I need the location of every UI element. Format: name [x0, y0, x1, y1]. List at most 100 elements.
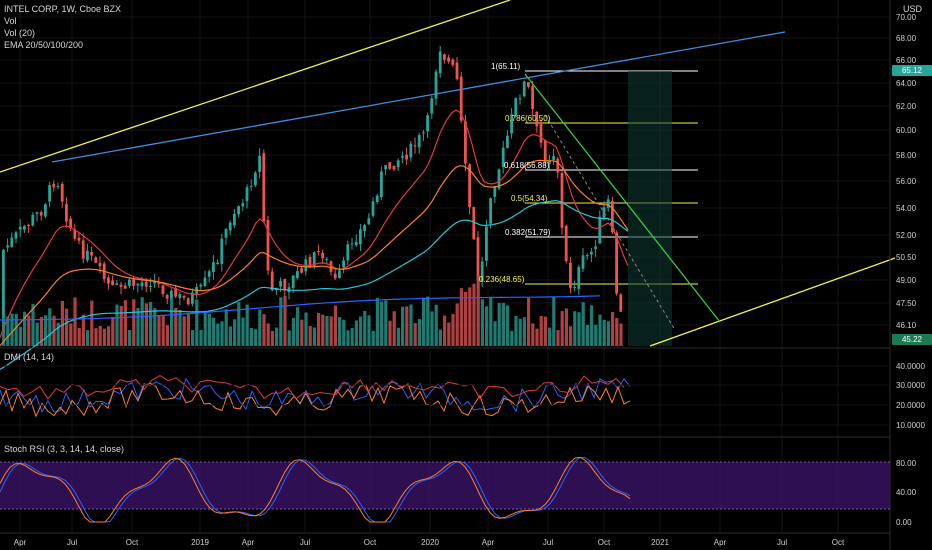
volume-bar: [258, 309, 262, 346]
candle-body: [552, 156, 555, 160]
candle-body: [237, 206, 240, 215]
candle-body: [422, 132, 425, 134]
candle-body: [564, 225, 568, 262]
volume-bar: [401, 306, 405, 346]
volume-bar: [392, 311, 396, 346]
candle-body: [140, 282, 144, 287]
candle-body: [270, 271, 274, 291]
fib-level-label: 0.786(60.50): [505, 114, 551, 123]
candle-body: [291, 275, 295, 288]
ema20-line: [0, 109, 629, 338]
green-trendline: [524, 73, 721, 323]
volume-bar: [497, 303, 501, 346]
fibonacci-retracement[interactable]: [525, 70, 698, 285]
candle-body: [510, 114, 513, 134]
candle-body: [10, 237, 14, 248]
vol-label[interactable]: Vol: [4, 16, 17, 26]
candle-body: [476, 237, 480, 281]
candle-body: [182, 296, 186, 298]
volume-bar: [564, 308, 568, 346]
pane-separators: [0, 0, 891, 550]
ema100-line: [0, 199, 629, 371]
volume-bar: [212, 317, 216, 346]
volume-bar: [287, 330, 291, 346]
time-tick-label: Jul: [67, 538, 77, 547]
volume-bar: [569, 326, 573, 346]
price-tick-label: 49.00: [896, 276, 917, 285]
volume-bar: [585, 324, 589, 346]
volume-bar: [548, 327, 552, 346]
volume-bar: [170, 297, 174, 346]
candle-body: [342, 260, 345, 268]
vol20-label[interactable]: Vol (20): [4, 28, 36, 38]
volume-bar: [123, 300, 127, 346]
dmi-tick-label: 30.0000: [896, 381, 925, 390]
candle-body: [560, 172, 564, 228]
candle-body: [548, 161, 551, 164]
volume-bar: [6, 316, 10, 346]
volume-bar: [543, 316, 547, 346]
candle-body: [245, 187, 249, 202]
volume-bar: [136, 307, 140, 346]
position-zone[interactable]: [628, 71, 672, 346]
candle-body: [35, 212, 39, 214]
time-tick-label: 2021: [651, 538, 669, 547]
dmi-label[interactable]: DMI (14, 14): [4, 352, 55, 362]
volume-bar: [380, 301, 384, 346]
price-tick-label: 47.50: [896, 299, 917, 308]
trend-lines[interactable]: [0, 0, 896, 347]
price-axis[interactable]: 70.00 68.00 66.00 64.00 62.00 60.00 58.00 56.00…: [896, 13, 917, 330]
candle-body: [157, 283, 161, 285]
volume-bar: [90, 300, 94, 346]
volume-bar: [308, 325, 312, 346]
time-axis[interactable]: Apr Jul Oct 2019 Apr Jul Oct 2020 Apr Jul Oct 2021 A…: [14, 538, 845, 547]
volume-bar: [275, 327, 279, 346]
volume-bar: [455, 303, 459, 346]
volume-bar: [518, 318, 522, 346]
volume-bar: [233, 319, 237, 346]
candle-body: [329, 261, 333, 272]
candle-body: [409, 143, 413, 158]
volume-bar: [476, 275, 480, 346]
volume-bar: [304, 312, 308, 346]
ema-label[interactable]: EMA 20/50/100/200: [4, 40, 84, 50]
price-tick-label: 62.00: [896, 102, 917, 111]
candle-body: [186, 298, 190, 305]
symbol-title[interactable]: INTEL CORP, 1W, Cboe BZX: [4, 4, 122, 14]
candle-body: [258, 155, 261, 172]
volume-bar: [489, 296, 493, 346]
candle-body: [581, 255, 585, 269]
price-tick-label: 64.00: [896, 79, 917, 88]
volume-bar: [2, 315, 6, 346]
volume-bar: [577, 312, 581, 346]
candle-body: [60, 183, 64, 202]
volume-bar: [531, 323, 535, 346]
candle-body: [77, 237, 81, 241]
candle-body: [464, 121, 467, 164]
candle-body: [123, 285, 127, 289]
candle-body: [543, 140, 547, 163]
candle-body: [413, 145, 417, 147]
volume-bar: [270, 330, 274, 346]
fib-level-label: 0.236(48.65): [479, 275, 525, 284]
candle-body: [367, 218, 371, 225]
volume-bar: [228, 326, 232, 346]
candle-body: [279, 280, 282, 287]
candle-body: [493, 186, 497, 197]
candle-body: [346, 244, 350, 261]
stoch-d-line: [0, 456, 631, 523]
candle-body: [241, 203, 245, 207]
candle-body: [165, 295, 169, 299]
stoch-rsi-lines: [0, 456, 631, 523]
candle-body: [132, 279, 135, 286]
candle-body: [224, 229, 228, 238]
candle-body: [18, 226, 22, 230]
candle-body: [585, 255, 589, 257]
volume-bar: [165, 325, 169, 346]
stoch-label[interactable]: Stoch RSI (3, 3, 14, 14, close): [4, 444, 125, 454]
volume-bar: [249, 327, 253, 346]
candle-body: [170, 290, 173, 299]
candle-body: [73, 229, 77, 239]
candle-body: [447, 57, 450, 62]
